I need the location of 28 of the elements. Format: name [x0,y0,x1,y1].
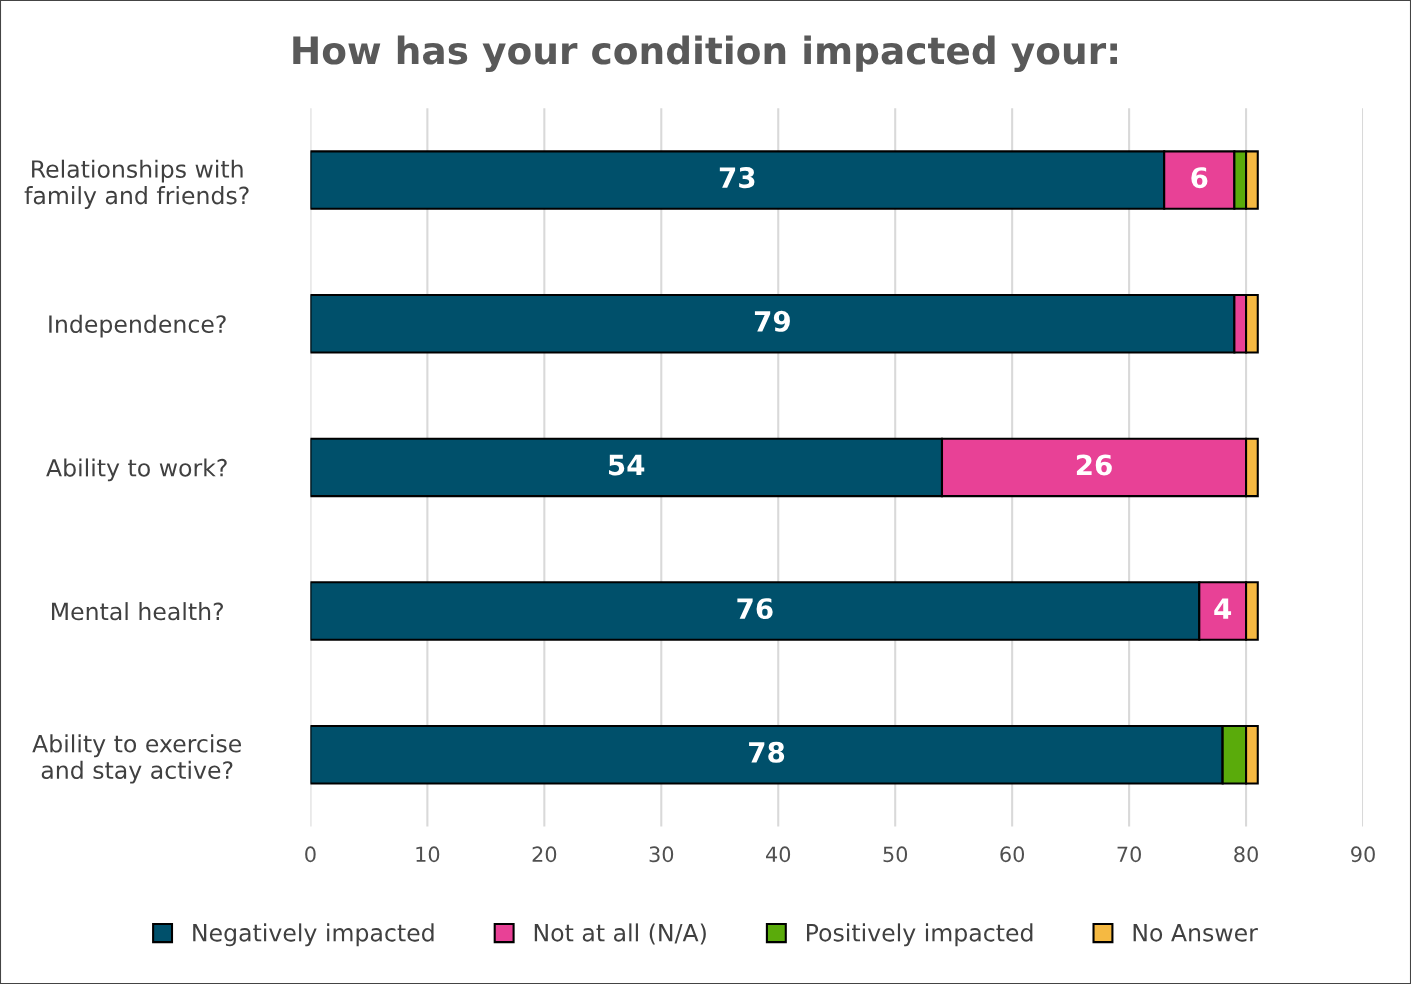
x-tick-label: 50 [883,846,908,863]
x-tick-label: 90 [1351,846,1375,863]
x-tick-label: 70 [1117,846,1141,863]
data-label: 6 [1191,167,1208,189]
x-tick-label: 20 [532,846,557,863]
data-label: 4 [1214,598,1232,619]
chart-title: How has your condition impacted your: [293,35,1117,73]
data-label: 73 [719,167,755,189]
legend-label: Positively impacted [807,923,1033,947]
x-tick-label: 10 [416,846,440,863]
legend-label: Not at all (N/A) [534,923,706,945]
data-label: 54 [609,454,645,476]
data-label: 78 [749,741,785,763]
x-tick-label: 40 [766,846,791,863]
legend-label: Negatively impacted [193,923,434,947]
data-label: 79 [754,310,790,332]
legend-label: No Answer [1133,924,1258,942]
x-tick-label: 80 [1234,846,1258,863]
y-tick-label: Independence? [49,314,226,338]
x-tick-label: 60 [1000,846,1025,863]
y-tick-label: Ability to work? [46,458,227,482]
y-tick-label: Mental health? [52,602,223,621]
y-tick-label: Ability to exercise and stay active? [32,734,242,784]
data-label: 76 [737,598,773,620]
y-tick-label: Relationships with family and friends? [24,159,249,209]
data-label: 26 [1076,454,1112,476]
x-tick-label: 30 [649,846,674,863]
x-tick-label: 0 [305,846,316,863]
